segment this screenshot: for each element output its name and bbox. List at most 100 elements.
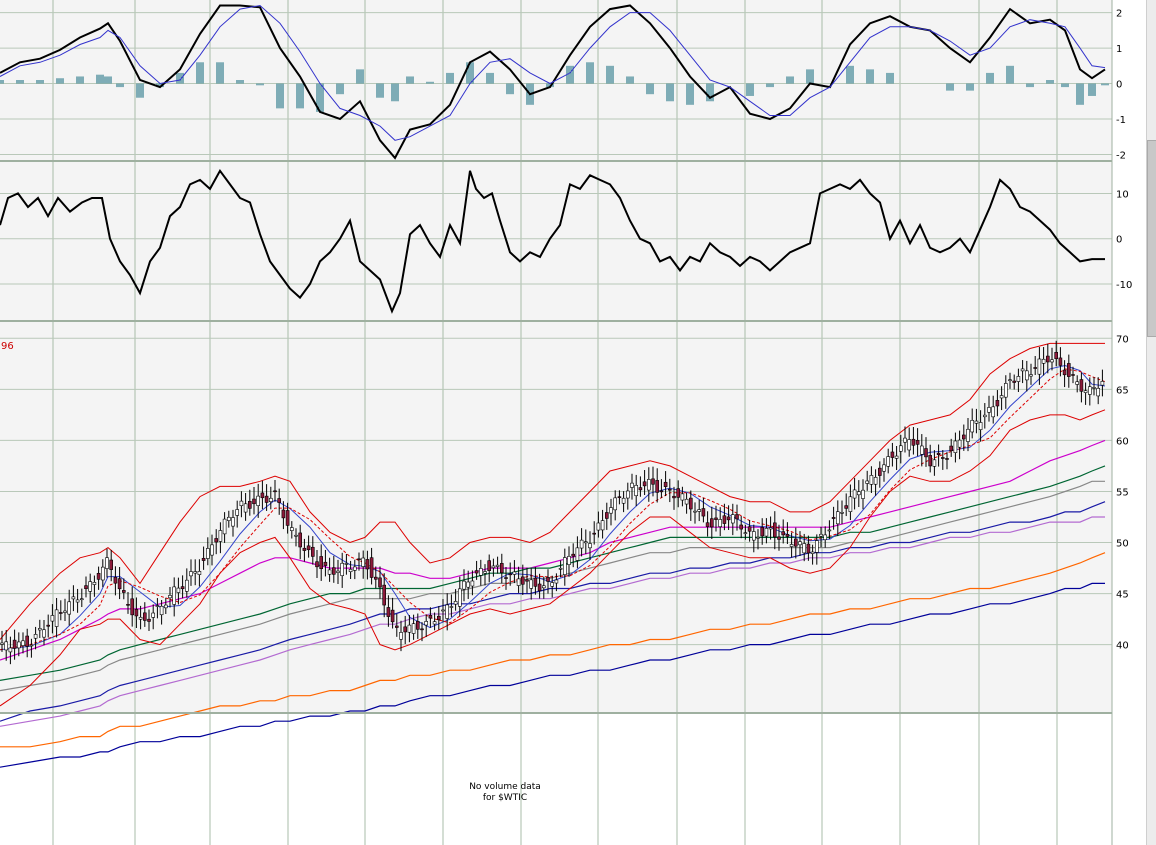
- candle-body: [802, 543, 807, 554]
- candle-body: [352, 566, 357, 571]
- mid-moving-average-line: [0, 368, 1106, 651]
- candle-body: [319, 556, 324, 570]
- candle-body: [172, 586, 176, 605]
- lower-band-line: [0, 409, 1106, 707]
- candle-body: [873, 477, 878, 485]
- candle-body: [1046, 355, 1050, 363]
- candle-body: [499, 563, 504, 574]
- candle-body: [105, 557, 109, 569]
- candle-body: [411, 623, 416, 634]
- candle-body: [71, 596, 76, 600]
- macd-layer: [0, 4, 1109, 160]
- candle-body: [466, 581, 471, 588]
- candle-body: [164, 604, 168, 609]
- candle-body: [143, 612, 147, 621]
- candle-body: [46, 624, 51, 627]
- candle-body: [289, 527, 294, 531]
- y-tick-label: 1: [1116, 44, 1122, 55]
- candle-body: [197, 571, 202, 575]
- candle-body: [227, 516, 231, 521]
- candle-body: [558, 567, 563, 570]
- candle-body: [693, 510, 697, 513]
- candle-body: [252, 498, 256, 505]
- candle-body: [554, 579, 559, 584]
- candle-body: [218, 530, 223, 542]
- short-moving-average-line: [0, 364, 1106, 651]
- candle-body: [415, 621, 420, 630]
- candle-body: [21, 640, 25, 646]
- candle-body: [840, 512, 844, 514]
- candle-body: [264, 495, 269, 503]
- candle-body: [84, 585, 88, 590]
- candle-body: [1029, 374, 1033, 377]
- candle-body: [886, 456, 891, 467]
- candle-body: [714, 517, 718, 520]
- upper-band-line: [0, 342, 1105, 640]
- candle-body: [890, 451, 895, 458]
- candle-body: [617, 496, 622, 498]
- candle-body: [869, 475, 874, 485]
- candle-body: [260, 492, 265, 499]
- candle-body: [75, 599, 80, 603]
- candle-body: [1062, 369, 1067, 376]
- oscillator-panel: [0, 162, 1112, 320]
- candle-body: [298, 532, 303, 548]
- candle-body: [445, 604, 450, 619]
- candle-body: [407, 624, 412, 633]
- candle-body: [491, 565, 496, 569]
- candle-body: [126, 603, 130, 606]
- candle-body: [785, 534, 790, 537]
- candle-body: [16, 641, 21, 649]
- candle-body: [760, 527, 765, 537]
- candle-body: [361, 557, 366, 567]
- candle-body: [357, 558, 361, 561]
- candle-body: [978, 422, 983, 430]
- candle-body: [709, 518, 714, 528]
- candle-body: [777, 536, 781, 540]
- candle-body: [1100, 381, 1105, 386]
- macd-signal-line: [0, 4, 1106, 141]
- candle-body: [390, 609, 395, 623]
- candle-body: [726, 516, 731, 521]
- candle-body: [798, 541, 802, 546]
- candle-body: [772, 522, 777, 538]
- candle-body: [138, 616, 143, 620]
- candle-body: [764, 528, 769, 537]
- candle-body: [520, 576, 525, 585]
- candle-body: [583, 541, 588, 544]
- scrollbar-thumb[interactable]: [1147, 140, 1156, 337]
- candle-body: [894, 455, 899, 459]
- volume-note-line2: for $WTIC: [482, 793, 528, 803]
- candle-body: [642, 481, 647, 487]
- candle-body: [974, 420, 979, 424]
- candle-body: [604, 512, 609, 519]
- candle-body: [231, 517, 235, 527]
- candle-body: [928, 455, 933, 467]
- candle-body: [852, 489, 857, 499]
- candle-body: [966, 428, 970, 442]
- candle-body: [953, 440, 958, 453]
- candle-body: [562, 557, 567, 575]
- candle-body: [823, 534, 828, 541]
- candle-body: [1054, 351, 1058, 359]
- candle-body: [436, 615, 441, 621]
- candle-body: [613, 497, 618, 511]
- candle-body: [37, 628, 42, 631]
- candle-body: [634, 484, 639, 497]
- candle-body: [882, 464, 886, 472]
- candle-body: [369, 557, 374, 578]
- vertical-scrollbar[interactable]: [1146, 0, 1156, 845]
- candle-body: [848, 496, 853, 512]
- candle-body: [373, 576, 378, 580]
- candle-body: [667, 488, 672, 491]
- candle-body: [961, 434, 966, 440]
- moving-average-line: [0, 516, 1105, 727]
- candle-body: [268, 497, 273, 502]
- candle-body: [625, 490, 630, 499]
- candle-body: [428, 614, 433, 619]
- candle-body: [907, 439, 912, 451]
- candle-body: [470, 580, 475, 587]
- candle-body: [113, 576, 118, 584]
- candle-body: [1050, 359, 1054, 363]
- candle-body: [915, 440, 920, 445]
